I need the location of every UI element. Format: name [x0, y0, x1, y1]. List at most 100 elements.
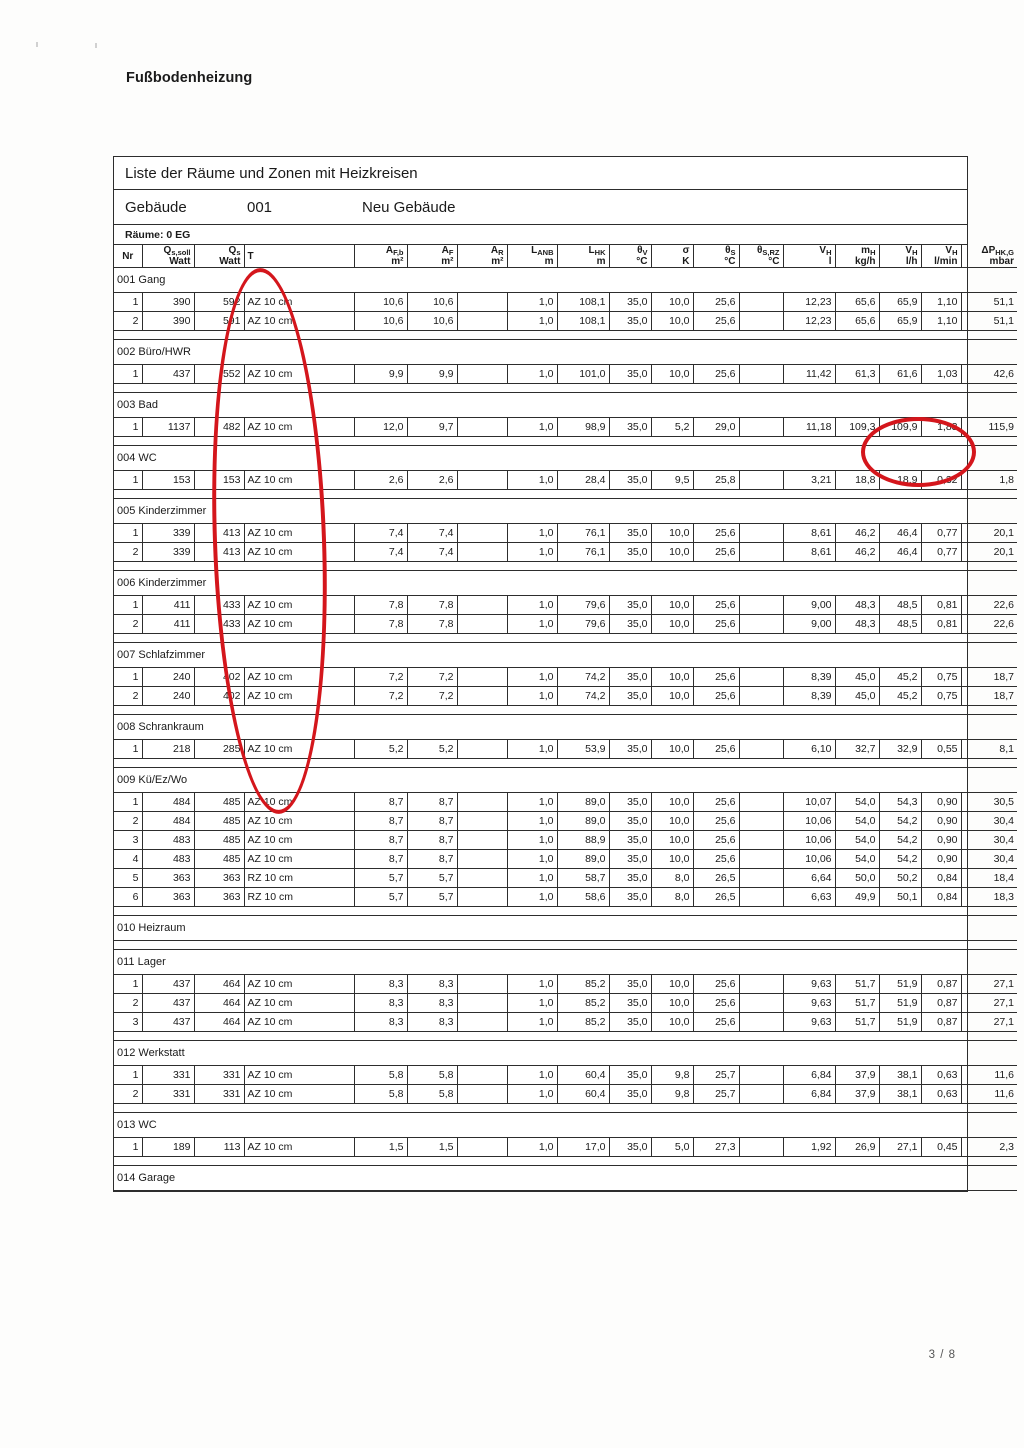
cell--s: 25,6: [693, 830, 740, 851]
cell-t: RZ 10 cm: [244, 868, 355, 889]
cell-q-ssoll: 390: [142, 292, 195, 313]
cell--s: 25,7: [693, 1084, 740, 1105]
cell-t: AZ 10 cm: [244, 739, 355, 760]
cell-v-h: 0,45: [921, 1137, 962, 1158]
cell--s: 25,6: [693, 364, 740, 385]
cell-: 9,8: [651, 1065, 694, 1086]
cell-m-h: 109,3: [835, 417, 880, 438]
cell-p-hkg: 115,9: [961, 417, 1017, 438]
cell-l-hk: 89,0: [557, 811, 610, 832]
cell-v-h: 109,9: [879, 417, 922, 438]
cell-a-r: [457, 1137, 508, 1158]
cell-q-ssoll: 483: [142, 849, 195, 870]
group-spacer: [114, 633, 1017, 644]
table-row: 1 331 331 AZ 10 cm 5,8 5,8 1,0 60,4 35,0 9,8 25,7 6…: [114, 1065, 1017, 1086]
cell-l-hk: 85,2: [557, 993, 610, 1014]
cell-v-h: 11,42: [783, 364, 836, 385]
grid-body: 001 Gang 1 390 592 AZ 10 cm 10,6 10,6 1,0 108,1 3…: [114, 267, 1017, 1192]
cell-v-h: 0,87: [921, 1012, 962, 1033]
cell-m-h: 65,6: [835, 292, 880, 313]
cell-a-fb: 5,8: [354, 1084, 408, 1105]
cell-l-anb: 1,0: [507, 1012, 558, 1033]
cell-: 10,0: [651, 974, 694, 995]
cell-q-ssoll: 437: [142, 364, 195, 385]
cell-v-h: 45,2: [879, 686, 922, 707]
cell-l-anb: 1,0: [507, 614, 558, 635]
cell-: 9,8: [651, 1084, 694, 1105]
cell-a-fb: 8,7: [354, 792, 408, 813]
cell-v-h: 65,9: [879, 292, 922, 313]
cell-a-r: [457, 311, 508, 332]
cell-p-hkg: 27,1: [961, 974, 1017, 995]
cell--srz: [739, 974, 784, 995]
cell-l-hk: 108,1: [557, 292, 610, 313]
cell-m-h: 45,0: [835, 686, 880, 707]
cell--srz: [739, 739, 784, 760]
cell-p-hkg: 27,1: [961, 1012, 1017, 1033]
table-row: 2 240 402 AZ 10 cm 7,2 7,2 1,0 74,2 35,0 10,0 25,6…: [114, 686, 1017, 707]
room-group-label: 002 Büro/HWR: [114, 339, 1017, 366]
cell-q-ssoll: 189: [142, 1137, 195, 1158]
cell--s: 25,6: [693, 311, 740, 332]
cell-v-h: 1,10: [921, 311, 962, 332]
cell-q-ssoll: 240: [142, 667, 195, 688]
room-group-header: 002 Büro/HWR: [114, 339, 1017, 366]
table-row: 1 437 464 AZ 10 cm 8,3 8,3 1,0 85,2 35,0 10,0 25,6…: [114, 974, 1017, 995]
cell-a-f: 10,6: [407, 292, 458, 313]
room-group-header: 004 WC: [114, 445, 1017, 472]
cell-a-f: 8,7: [407, 830, 458, 851]
table-row: 6 363 363 RZ 10 cm 5,7 5,7 1,0 58,6 35,0 8,0 26,5 6…: [114, 887, 1017, 908]
cell-m-h: 18,8: [835, 470, 880, 491]
cell--srz: [739, 686, 784, 707]
room-group-header: 013 WC: [114, 1112, 1017, 1139]
cell-v-h: 38,1: [879, 1065, 922, 1086]
cell--s: 25,6: [693, 974, 740, 995]
cell-l-hk: 28,4: [557, 470, 610, 491]
cell-l-anb: 1,0: [507, 1084, 558, 1105]
cell-t: AZ 10 cm: [244, 667, 355, 688]
cell-l-hk: 74,2: [557, 686, 610, 707]
cell--s: 25,6: [693, 811, 740, 832]
cell-v-h: 10,06: [783, 811, 836, 832]
cell-v-h: 6,84: [783, 1065, 836, 1086]
room-group-header: 003 Bad: [114, 392, 1017, 419]
group-spacer-cell: [114, 1156, 1017, 1167]
cell-q-s: 331: [194, 1065, 245, 1086]
cell-m-h: 48,3: [835, 614, 880, 635]
cell-nr: 2: [114, 614, 143, 635]
cell-p-hkg: 2,3: [961, 1137, 1017, 1158]
cell-: 10,0: [651, 830, 694, 851]
group-spacer: [114, 705, 1017, 716]
group-spacer-cell: [114, 561, 1017, 572]
cell-a-r: [457, 364, 508, 385]
list-title: Liste der Räume und Zonen mit Heizkreise…: [125, 164, 418, 182]
cell-p-hkg: 22,6: [961, 595, 1017, 616]
cell-t: AZ 10 cm: [244, 417, 355, 438]
cell-: 10,0: [651, 811, 694, 832]
cell--v: 35,0: [609, 614, 652, 635]
cell-v-h: 18,9: [879, 470, 922, 491]
column-header-nr: Nr: [114, 245, 143, 269]
room-group-label: 006 Kinderzimmer: [114, 570, 1017, 597]
cell-t: AZ 10 cm: [244, 292, 355, 313]
cell-: 10,0: [651, 993, 694, 1014]
cell-t: RZ 10 cm: [244, 887, 355, 908]
room-group-label: 005 Kinderzimmer: [114, 498, 1017, 525]
cell-p-hkg: 30,4: [961, 849, 1017, 870]
cell-l-anb: 1,0: [507, 667, 558, 688]
cell-a-f: 7,4: [407, 542, 458, 563]
cell--srz: [739, 542, 784, 563]
cell-a-fb: 2,6: [354, 470, 408, 491]
cell-: 10,0: [651, 595, 694, 616]
cell-: 10,0: [651, 311, 694, 332]
cell-q-s: 413: [194, 523, 245, 544]
cell-a-fb: 7,8: [354, 614, 408, 635]
cell-a-fb: 1,5: [354, 1137, 408, 1158]
cell-l-hk: 89,0: [557, 792, 610, 813]
column-header-q-s: Qs Watt: [194, 245, 245, 269]
cell-a-r: [457, 868, 508, 889]
group-spacer-cell: [114, 633, 1017, 644]
cell-a-f: 5,8: [407, 1084, 458, 1105]
cell-v-h: 0,84: [921, 868, 962, 889]
cell--srz: [739, 523, 784, 544]
